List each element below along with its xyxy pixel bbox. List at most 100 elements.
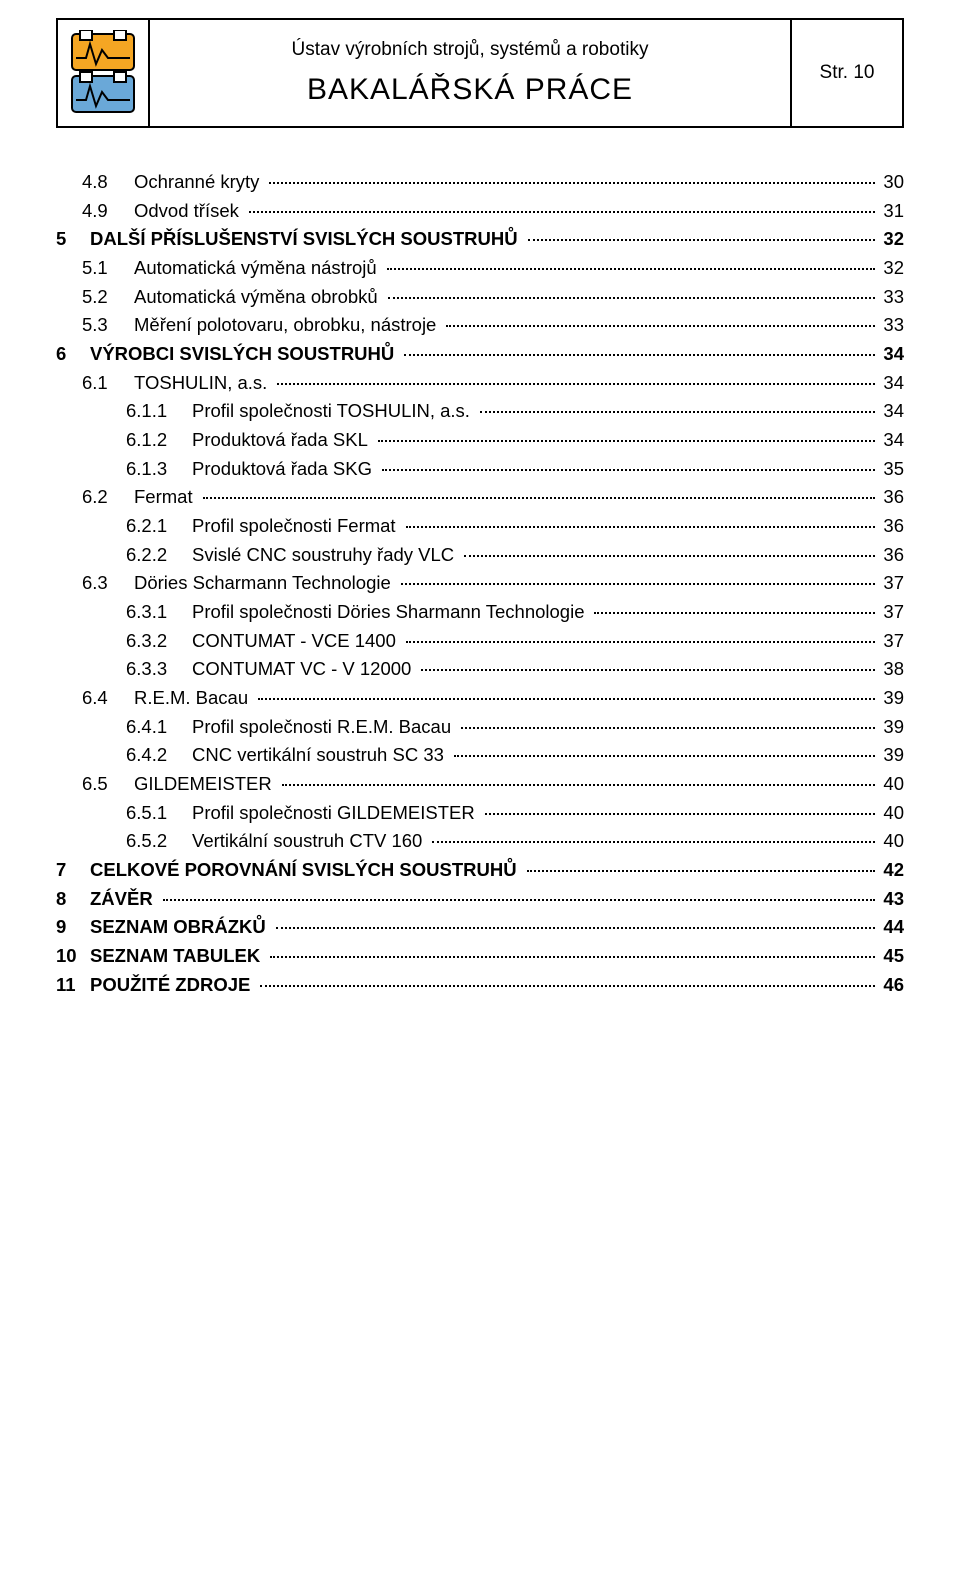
toc-label: Produktová řada SKL bbox=[186, 426, 374, 455]
toc-entry: 4.9Odvod třísek31 bbox=[82, 197, 904, 226]
toc-leader-dots bbox=[406, 526, 876, 528]
toc-page: 40 bbox=[879, 827, 904, 856]
toc-label: Profil společnosti Döries Sharmann Techn… bbox=[186, 598, 590, 627]
toc-entry: 6.3.2CONTUMAT - VCE 140037 bbox=[126, 627, 904, 656]
toc-label: ZÁVĚR bbox=[84, 885, 159, 914]
toc-entry: 7CELKOVÉ POROVNÁNÍ SVISLÝCH SOUSTRUHŮ 42 bbox=[56, 856, 904, 885]
toc-page: 37 bbox=[879, 598, 904, 627]
toc-page: 34 bbox=[879, 397, 904, 426]
toc-leader-dots bbox=[461, 727, 875, 729]
toc-leader-dots bbox=[480, 411, 875, 413]
toc-leader-dots bbox=[270, 956, 875, 958]
toc-page: 30 bbox=[879, 168, 904, 197]
toc-entry: 6.1.2Produktová řada SKL 34 bbox=[126, 426, 904, 455]
toc-number: 6.3.1 bbox=[126, 598, 186, 627]
toc-label: Döries Scharmann Technologie bbox=[128, 569, 397, 598]
toc-entry: 5.3Měření polotovaru, obrobku, nástroje3… bbox=[82, 311, 904, 340]
toc-entry: 6.2.1Profil společnosti Fermat36 bbox=[126, 512, 904, 541]
toc-label: SEZNAM OBRÁZKŮ bbox=[84, 913, 272, 942]
toc-leader-dots bbox=[277, 383, 875, 385]
toc-entry: 10SEZNAM TABULEK45 bbox=[56, 942, 904, 971]
toc-number: 9 bbox=[56, 913, 84, 942]
toc-page: 39 bbox=[879, 741, 904, 770]
toc-page: 46 bbox=[879, 971, 904, 1000]
toc-label: Profil společnosti R.E.M. Bacau bbox=[186, 713, 457, 742]
toc-page: 39 bbox=[879, 684, 904, 713]
toc-page: 33 bbox=[879, 311, 904, 340]
toc-page: 40 bbox=[879, 770, 904, 799]
toc-leader-dots bbox=[527, 870, 876, 872]
toc-number: 6.1.1 bbox=[126, 397, 186, 426]
thesis-type: BAKALÁŘSKÁ PRÁCE bbox=[307, 73, 633, 107]
toc-label: SEZNAM TABULEK bbox=[84, 942, 266, 971]
toc-number: 5.1 bbox=[82, 254, 128, 283]
title-cell: Ústav výrobních strojů, systémů a roboti… bbox=[150, 20, 790, 126]
toc-page: 34 bbox=[879, 369, 904, 398]
toc-leader-dots bbox=[406, 641, 876, 643]
toc-label: Profil společnosti Fermat bbox=[186, 512, 402, 541]
toc-leader-dots bbox=[269, 182, 875, 184]
toc-entry: 6.5GILDEMEISTER40 bbox=[82, 770, 904, 799]
toc-page: 35 bbox=[879, 455, 904, 484]
toc-number: 7 bbox=[56, 856, 84, 885]
toc-leader-dots bbox=[528, 239, 876, 241]
toc-label: Odvod třísek bbox=[128, 197, 245, 226]
toc-leader-dots bbox=[382, 469, 875, 471]
toc-label: Fermat bbox=[128, 483, 199, 512]
toc-label: CONTUMAT - VCE 1400 bbox=[186, 627, 402, 656]
page: Ústav výrobních strojů, systémů a roboti… bbox=[0, 0, 960, 1039]
page-number-cell: Str. 10 bbox=[790, 20, 902, 126]
toc-label: DALŠÍ PŘÍSLUŠENSTVÍ SVISLÝCH SOUSTRUHŮ bbox=[84, 225, 524, 254]
toc-number: 6.1.2 bbox=[126, 426, 186, 455]
toc-entry: 5DALŠÍ PŘÍSLUŠENSTVÍ SVISLÝCH SOUSTRUHŮ3… bbox=[56, 225, 904, 254]
toc-number: 6.2.2 bbox=[126, 541, 186, 570]
toc-number: 6.1.3 bbox=[126, 455, 186, 484]
toc-label: VÝROBCI SVISLÝCH SOUSTRUHŮ bbox=[84, 340, 400, 369]
toc-leader-dots bbox=[388, 297, 876, 299]
toc-number: 6.2.1 bbox=[126, 512, 186, 541]
toc-label: TOSHULIN, a.s. bbox=[128, 369, 273, 398]
toc-entry: 11POUŽITÉ ZDROJE46 bbox=[56, 971, 904, 1000]
toc-page: 36 bbox=[879, 541, 904, 570]
toc-entry: 6.4.2CNC vertikální soustruh SC 3339 bbox=[126, 741, 904, 770]
toc-number: 5.2 bbox=[82, 283, 128, 312]
toc-label: Měření polotovaru, obrobku, nástroje bbox=[128, 311, 442, 340]
page-header: Ústav výrobních strojů, systémů a roboti… bbox=[56, 18, 904, 128]
toc-leader-dots bbox=[387, 268, 876, 270]
toc-number: 6.5 bbox=[82, 770, 128, 799]
toc-page: 42 bbox=[879, 856, 904, 885]
toc-entry: 6.2Fermat36 bbox=[82, 483, 904, 512]
toc-entry: 6VÝROBCI SVISLÝCH SOUSTRUHŮ34 bbox=[56, 340, 904, 369]
toc-entry: 6.4R.E.M. Bacau39 bbox=[82, 684, 904, 713]
toc-leader-dots bbox=[446, 325, 875, 327]
toc-leader-dots bbox=[421, 669, 875, 671]
toc-label: CNC vertikální soustruh SC 33 bbox=[186, 741, 450, 770]
toc-label: CELKOVÉ POROVNÁNÍ SVISLÝCH SOUSTRUHŮ bbox=[84, 856, 523, 885]
toc-leader-dots bbox=[203, 497, 876, 499]
toc-entry: 6.1.1Profil společnosti TOSHULIN, a.s.34 bbox=[126, 397, 904, 426]
toc-page: 32 bbox=[879, 225, 904, 254]
toc-page: 37 bbox=[879, 569, 904, 598]
toc-number: 4.9 bbox=[82, 197, 128, 226]
toc-page: 34 bbox=[879, 340, 904, 369]
toc-leader-dots bbox=[594, 612, 875, 614]
toc-number: 6.2 bbox=[82, 483, 128, 512]
toc-label: R.E.M. Bacau bbox=[128, 684, 254, 713]
toc-leader-dots bbox=[464, 555, 875, 557]
toc-number: 8 bbox=[56, 885, 84, 914]
toc-leader-dots bbox=[378, 440, 876, 442]
institute-logo-icon bbox=[68, 30, 138, 116]
toc-entry: 6.5.2Vertikální soustruh CTV 16040 bbox=[126, 827, 904, 856]
toc-page: 33 bbox=[879, 283, 904, 312]
toc-label: Automatická výměna nástrojů bbox=[128, 254, 383, 283]
toc-leader-dots bbox=[282, 784, 876, 786]
toc-page: 34 bbox=[879, 426, 904, 455]
toc-number: 6.4.1 bbox=[126, 713, 186, 742]
toc-page: 32 bbox=[879, 254, 904, 283]
page-number: Str. 10 bbox=[820, 62, 875, 84]
toc-label: CONTUMAT VC - V 12000 bbox=[186, 655, 417, 684]
toc-label: Profil společnosti GILDEMEISTER bbox=[186, 799, 481, 828]
toc-leader-dots bbox=[454, 755, 876, 757]
toc-leader-dots bbox=[249, 211, 876, 213]
toc-leader-dots bbox=[276, 927, 876, 929]
